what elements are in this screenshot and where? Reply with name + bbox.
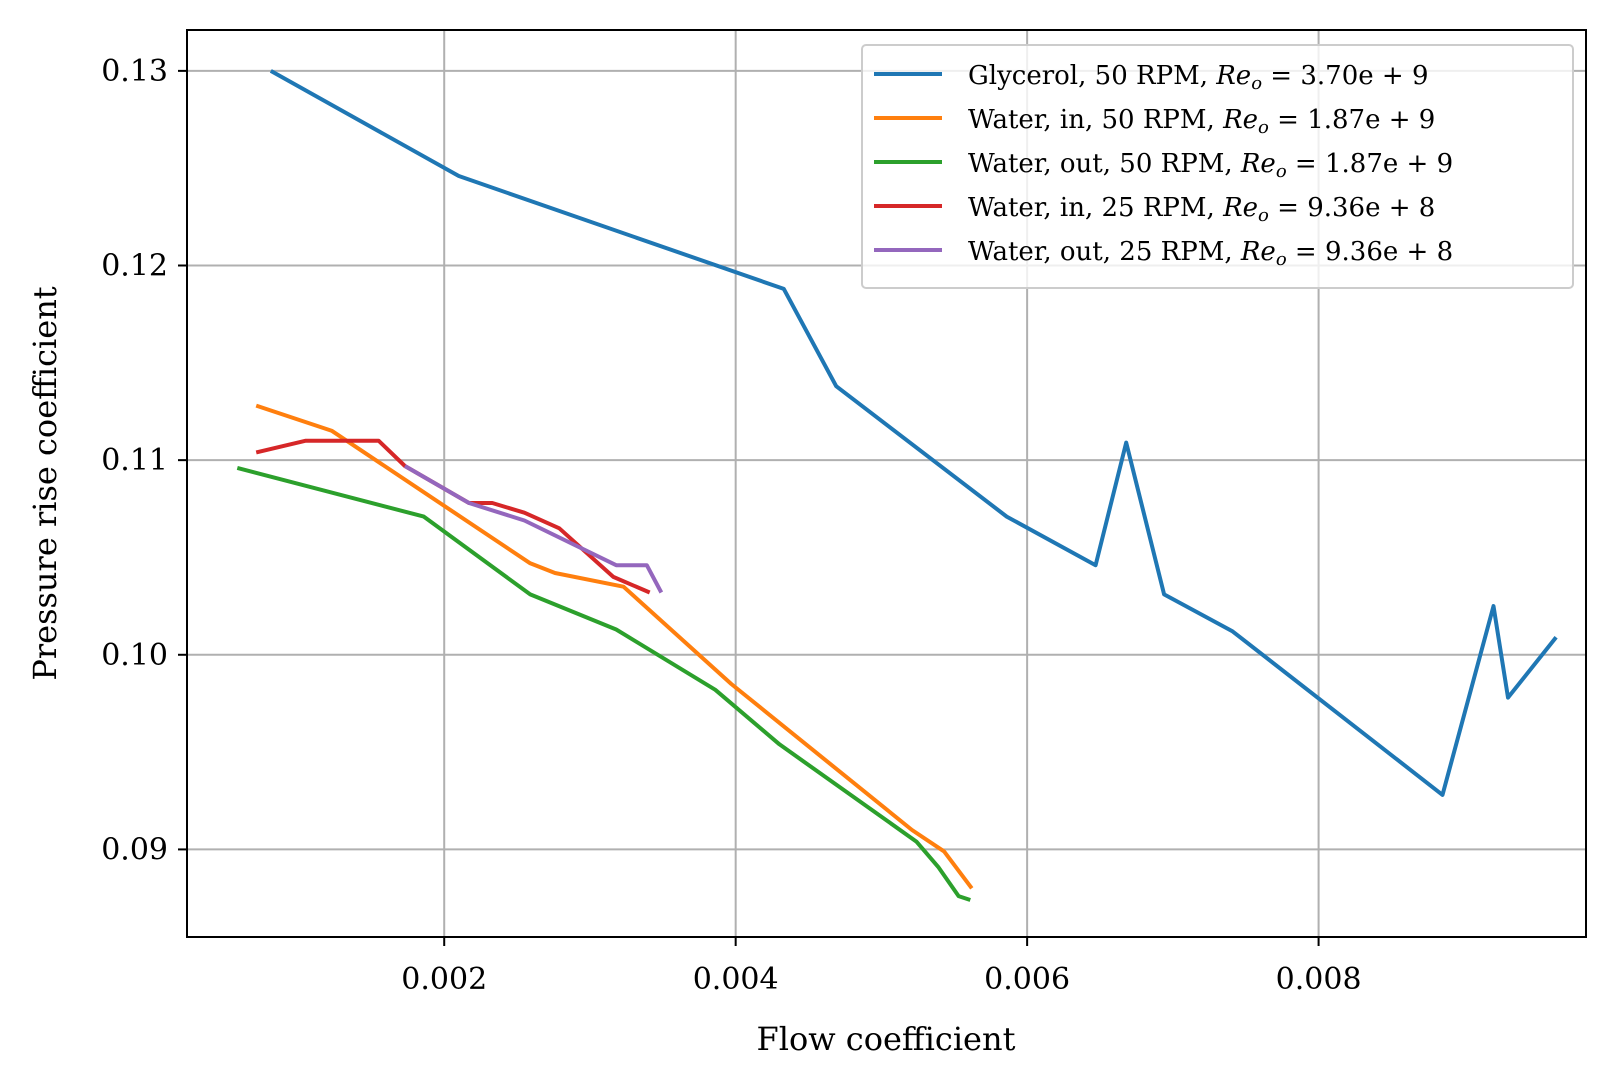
series-group	[236, 69, 1558, 902]
x-tick-label: 0.004	[693, 962, 779, 997]
x-tick-label: 0.002	[401, 962, 487, 997]
legend-math-subscript: o	[1276, 161, 1287, 182]
x-tick-label: 0.006	[984, 962, 1070, 997]
legend-label: Water, in, 50 RPM, Reo = 1.87e + 9	[968, 105, 1435, 138]
legend-items: Glycerol, 50 RPM, Reo = 3.70e + 9Water, …	[874, 61, 1453, 270]
legend-box	[861, 44, 1574, 289]
legend-math-subscript: o	[1258, 117, 1269, 138]
legend-math-value: = 1.87e + 9	[1269, 105, 1435, 135]
legend: Glycerol, 50 RPM, Reo = 3.70e + 9Water, …	[861, 44, 1574, 289]
axis-ticks: 0.002 0.004 0.006 0.008 0.09 0.10 0.11 0.12 0.13	[101, 54, 1361, 997]
legend-label: Glycerol, 50 RPM, Reo = 3.70e + 9	[968, 61, 1428, 94]
y-tick-label: 0.09	[101, 832, 168, 867]
legend-math-subscript: o	[1276, 249, 1287, 270]
legend-label: Water, out, 50 RPM, Reo = 1.87e + 9	[968, 149, 1453, 182]
legend-label-text: Water, out, 50 RPM,	[968, 149, 1241, 179]
legend-label-text: Water, out, 25 RPM,	[968, 237, 1241, 267]
legend-math-symbol: Re	[1215, 61, 1251, 91]
legend-math-symbol: Re	[1240, 237, 1276, 267]
legend-math-value: = 1.87e + 9	[1287, 149, 1453, 179]
legend-math-subscript: o	[1258, 205, 1269, 226]
legend-math-value: = 9.36e + 8	[1287, 237, 1453, 267]
legend-math-subscript: o	[1251, 73, 1262, 94]
legend-math-value: = 3.70e + 9	[1262, 61, 1428, 91]
y-tick-label: 0.10	[101, 638, 168, 673]
legend-label-text: Water, in, 50 RPM,	[968, 105, 1223, 135]
series-line-1	[269, 69, 1558, 797]
x-tick-label: 0.008	[1276, 962, 1362, 997]
y-axis-title: Pressure rise coefficient	[26, 286, 64, 680]
series-line-5	[403, 464, 664, 594]
y-tick-label: 0.13	[101, 54, 168, 89]
legend-label-text: Water, in, 25 RPM,	[968, 193, 1223, 223]
legend-label: Water, in, 25 RPM, Reo = 9.36e + 8	[968, 193, 1435, 226]
series-line-2	[255, 403, 974, 890]
y-tick-label: 0.12	[101, 249, 168, 284]
series-line-3	[236, 465, 971, 902]
legend-math-symbol: Re	[1240, 149, 1276, 179]
legend-math-symbol: Re	[1222, 193, 1258, 223]
legend-label: Water, out, 25 RPM, Reo = 9.36e + 8	[968, 237, 1453, 270]
y-tick-label: 0.11	[101, 443, 168, 478]
legend-label-text: Glycerol, 50 RPM,	[968, 61, 1216, 91]
legend-math-value: = 9.36e + 8	[1269, 193, 1435, 223]
legend-math-symbol: Re	[1222, 105, 1258, 135]
x-axis-title: Flow coefficient	[757, 1020, 1016, 1058]
plot-frame	[186, 29, 1587, 938]
